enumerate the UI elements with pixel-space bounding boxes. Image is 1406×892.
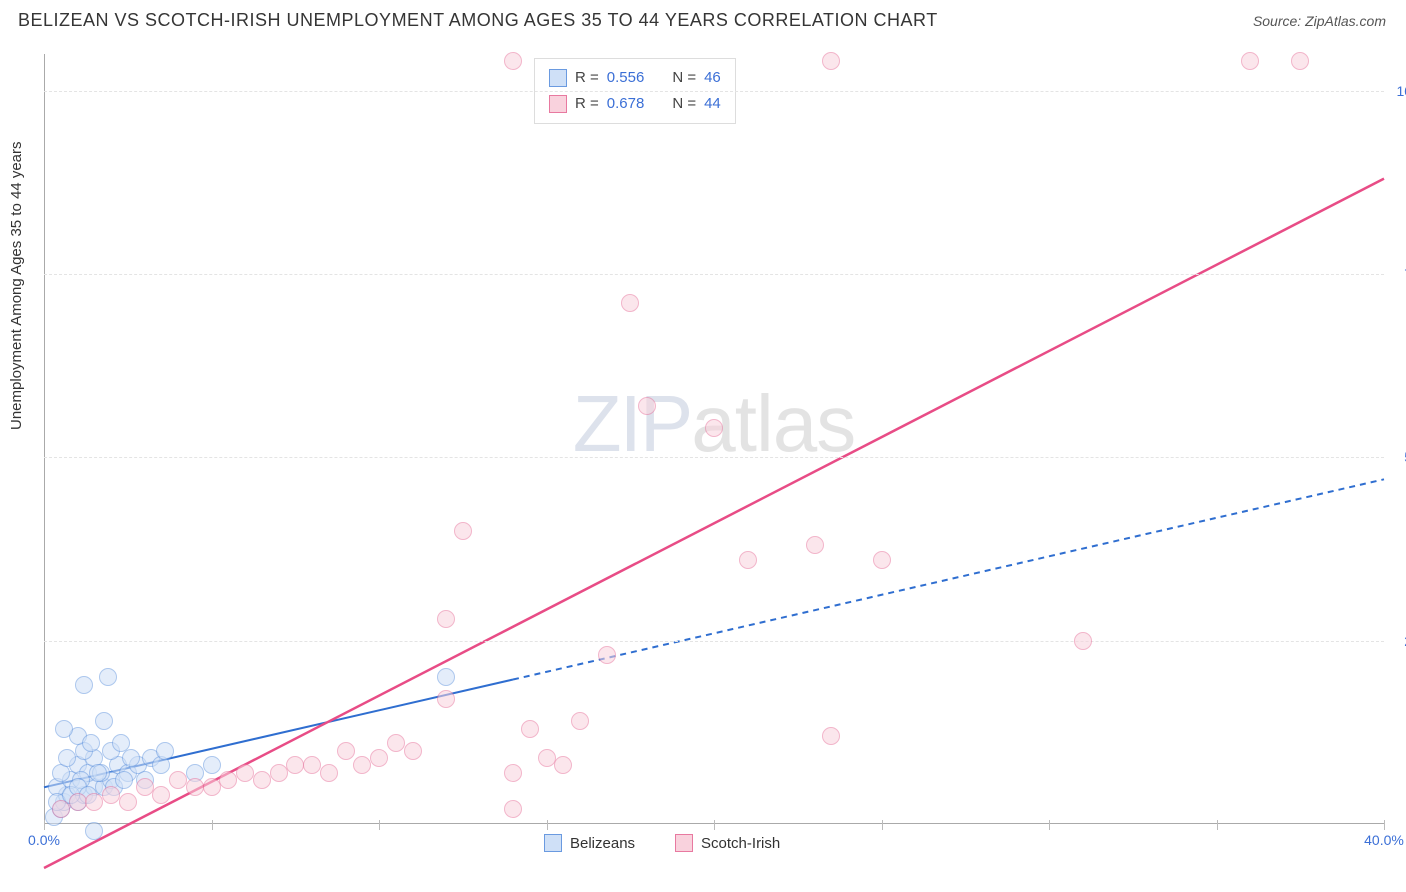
legend-swatch	[549, 69, 567, 87]
x-tick	[882, 820, 883, 830]
data-point	[303, 756, 321, 774]
r-value: 0.556	[607, 65, 645, 91]
x-tick	[547, 820, 548, 830]
gridline-h	[44, 641, 1384, 642]
data-point	[822, 727, 840, 745]
n-label: N =	[672, 91, 696, 117]
data-point	[136, 778, 154, 796]
data-point	[99, 668, 117, 686]
data-point	[337, 742, 355, 760]
data-point	[571, 712, 589, 730]
r-label: R =	[575, 91, 599, 117]
legend-swatch	[549, 95, 567, 113]
x-tick	[44, 820, 45, 830]
data-point	[353, 756, 371, 774]
data-point	[55, 720, 73, 738]
data-point	[370, 749, 388, 767]
data-point	[75, 676, 93, 694]
data-point	[122, 749, 140, 767]
data-point	[504, 800, 522, 818]
data-point	[437, 690, 455, 708]
data-point	[52, 800, 70, 818]
series-legend: Belizeans Scotch-Irish	[544, 834, 780, 852]
data-point	[387, 734, 405, 752]
data-point	[203, 756, 221, 774]
data-point	[739, 551, 757, 569]
y-tick-label: 100.0%	[1397, 83, 1406, 99]
data-point	[1074, 632, 1092, 650]
data-point	[521, 720, 539, 738]
data-point	[102, 786, 120, 804]
data-point	[504, 52, 522, 70]
data-point	[504, 764, 522, 782]
n-value: 44	[704, 91, 721, 117]
data-point	[286, 756, 304, 774]
legend-label: Scotch-Irish	[701, 835, 780, 852]
data-point	[538, 749, 556, 767]
data-point	[85, 822, 103, 840]
gridline-h	[44, 91, 1384, 92]
data-point	[69, 793, 87, 811]
data-point	[638, 397, 656, 415]
data-point	[219, 771, 237, 789]
chart-title: BELIZEAN VS SCOTCH-IRISH UNEMPLOYMENT AM…	[18, 10, 938, 31]
data-point	[621, 294, 639, 312]
data-point	[806, 536, 824, 554]
r-value: 0.678	[607, 91, 645, 117]
n-label: N =	[672, 65, 696, 91]
legend-row: R = 0.678 N = 44	[549, 91, 721, 117]
gridline-h	[44, 274, 1384, 275]
x-tick	[212, 820, 213, 830]
data-point	[1241, 52, 1259, 70]
gridline-h	[44, 457, 1384, 458]
data-point	[554, 756, 572, 774]
legend-item: Scotch-Irish	[675, 834, 780, 852]
data-point	[169, 771, 187, 789]
data-point	[253, 771, 271, 789]
data-point	[152, 786, 170, 804]
data-point	[454, 522, 472, 540]
data-point	[119, 793, 137, 811]
x-tick-label: 0.0%	[28, 832, 60, 848]
data-point	[95, 712, 113, 730]
x-tick	[1217, 820, 1218, 830]
data-point	[1291, 52, 1309, 70]
scatter-plot: ZIPatlas R =0.556N =46R =0.678N =44 Beli…	[44, 54, 1384, 824]
data-point	[82, 734, 100, 752]
n-value: 46	[704, 65, 721, 91]
x-tick-label: 40.0%	[1364, 832, 1404, 848]
r-label: R =	[575, 65, 599, 91]
data-point	[437, 610, 455, 628]
data-point	[437, 668, 455, 686]
x-tick	[1384, 820, 1385, 830]
data-point	[85, 793, 103, 811]
legend-item: Belizeans	[544, 834, 635, 852]
x-tick	[1049, 820, 1050, 830]
data-point	[404, 742, 422, 760]
data-point	[186, 778, 204, 796]
data-point	[156, 742, 174, 760]
trend-line-dashed	[513, 479, 1384, 679]
data-point	[270, 764, 288, 782]
data-point	[203, 778, 221, 796]
data-point	[598, 646, 616, 664]
legend-swatch	[544, 834, 562, 852]
data-point	[705, 419, 723, 437]
data-point	[320, 764, 338, 782]
legend-label: Belizeans	[570, 835, 635, 852]
legend-swatch	[675, 834, 693, 852]
x-tick	[714, 820, 715, 830]
x-tick	[379, 820, 380, 830]
data-point	[115, 771, 133, 789]
data-point	[873, 551, 891, 569]
trend-lines	[44, 54, 1384, 824]
data-point	[89, 764, 107, 782]
legend-row: R = 0.556 N = 46	[549, 65, 721, 91]
data-point	[236, 764, 254, 782]
data-point	[822, 52, 840, 70]
source-text: Source: ZipAtlas.com	[1253, 13, 1386, 29]
y-axis-label: Unemployment Among Ages 35 to 44 years	[8, 141, 25, 430]
data-point	[58, 749, 76, 767]
